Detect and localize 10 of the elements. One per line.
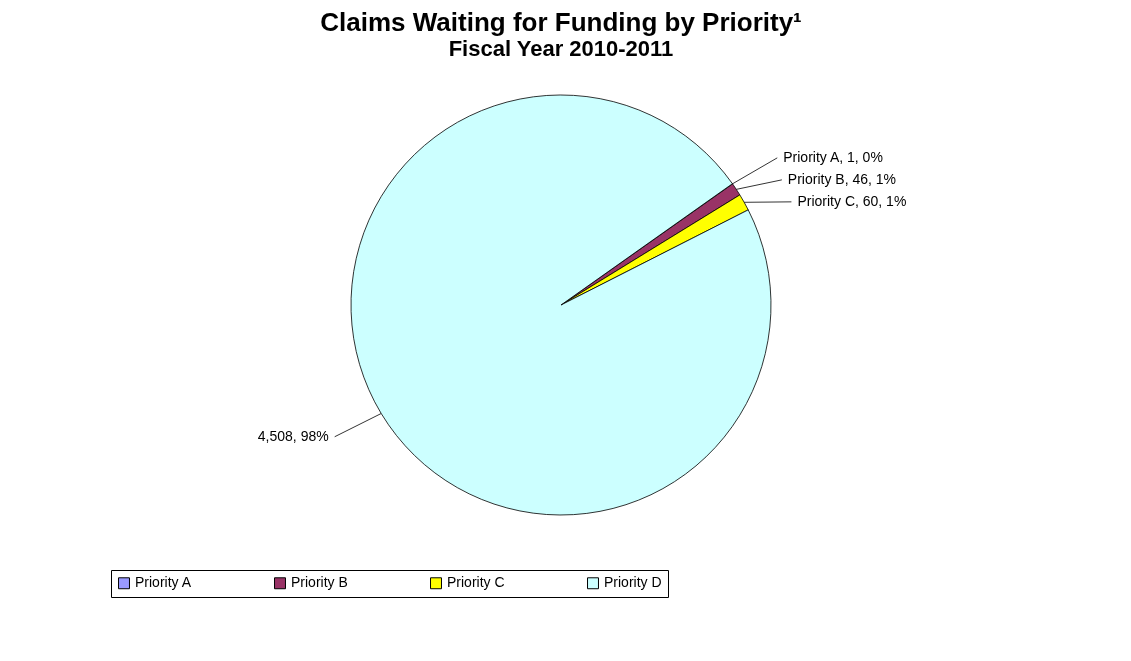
legend-label: Priority A	[135, 574, 192, 591]
legend-label: Priority D	[604, 574, 662, 591]
data-label: 4,508, 98%	[257, 427, 329, 444]
data-label: Priority C, 60, 1%	[797, 192, 907, 209]
data-label: Priority A, 1, 0%	[783, 148, 883, 165]
chart-subtitle: Fiscal Year 2010-2011	[448, 36, 674, 61]
chart-title: Claims Waiting for Funding by Priority¹	[320, 7, 802, 37]
legend-label: Priority B	[291, 574, 348, 591]
data-label: Priority B, 46, 1%	[787, 170, 897, 187]
legend-label: Priority C	[447, 574, 505, 591]
